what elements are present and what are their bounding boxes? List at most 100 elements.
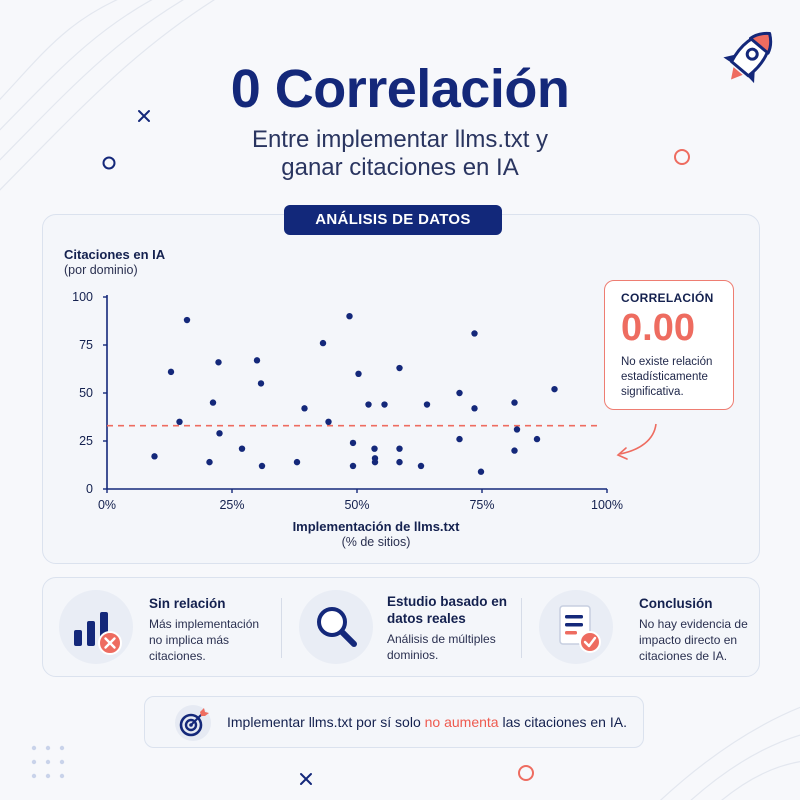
- data-point: [349, 462, 357, 470]
- data-point: [151, 453, 158, 460]
- data-point: [325, 418, 332, 425]
- divider: [281, 598, 282, 658]
- data-point: [253, 357, 261, 364]
- data-point: [471, 405, 478, 412]
- conclusion-highlight: no aumenta: [424, 714, 499, 730]
- info-title: Conclusión: [639, 596, 713, 611]
- document-check-icon: [559, 605, 601, 653]
- info-item-conclusion: Conclusión No hay evidencia de impacto d…: [523, 578, 761, 678]
- data-point: [355, 370, 362, 377]
- data-point: [257, 380, 265, 387]
- data-point: [371, 445, 378, 452]
- x-tick-label: 25%: [219, 498, 244, 512]
- x-tick-label: 75%: [469, 498, 494, 512]
- conclusion-text-part: Implementar llms.txt por sí solo: [227, 714, 425, 730]
- y-axis-title: Citaciones en IA: [64, 247, 166, 262]
- x-tick-label: 50%: [344, 498, 369, 512]
- data-point: [319, 339, 327, 347]
- circle-decoration: [102, 156, 116, 170]
- bar-chart-x-icon: [74, 612, 122, 655]
- callout-arrow: [619, 423, 657, 455]
- data-point: [216, 430, 223, 437]
- data-point: [183, 316, 191, 324]
- correlation-text-line: estadísticamente: [621, 371, 708, 383]
- conclusion-text: Implementar llms.txt por sí solo no aume…: [227, 714, 627, 730]
- data-point: [423, 401, 431, 408]
- data-point: [206, 458, 213, 466]
- divider: [521, 598, 522, 658]
- data-point: [301, 405, 308, 412]
- correlation-text-line: No existe relación: [621, 356, 713, 368]
- info-description-line: Análisis de múltiples: [387, 632, 496, 646]
- data-point: [365, 401, 372, 408]
- data-points: [151, 313, 558, 475]
- data-point: [381, 401, 388, 408]
- info-description-line: No hay evidencia de: [639, 617, 748, 631]
- y-tick-label: 100: [72, 290, 93, 304]
- x-mark-decoration: [138, 110, 150, 122]
- data-point: [511, 399, 518, 406]
- section-badge: ANÁLISIS DE DATOS: [284, 205, 502, 235]
- subtitle-line: Entre implementar llms.txt y: [251, 126, 549, 153]
- info-title-line: datos reales: [387, 611, 466, 626]
- subtitle-line: ganar citaciones en IA: [281, 154, 519, 181]
- correlation-box: CORRELACIÓN 0.00 No existe relación esta…: [604, 280, 734, 410]
- circle-decoration: [674, 149, 690, 165]
- data-point: [417, 462, 425, 470]
- info-description: Análisis de múltiples dominios.: [387, 631, 496, 663]
- x-axis-title: Implementación de llms.txt: [293, 519, 461, 534]
- y-tick-label: 25: [79, 434, 93, 448]
- chart-axes: [103, 295, 608, 493]
- rocket-icon: [723, 31, 773, 84]
- data-point: [551, 385, 558, 393]
- data-point: [396, 364, 403, 372]
- data-point: [513, 426, 521, 433]
- data-point: [371, 458, 379, 466]
- x-tick-label: 0%: [98, 498, 116, 512]
- info-title: Sin relación: [149, 596, 226, 611]
- correlation-text-line: significativa.: [621, 386, 684, 398]
- y-tick-label: 0: [86, 482, 93, 496]
- y-axis-subtitle: (por dominio): [64, 263, 138, 277]
- data-point: [209, 399, 217, 406]
- data-point: [176, 418, 183, 425]
- info-description-line: impacto directo en: [639, 633, 738, 647]
- data-point: [533, 435, 541, 443]
- data-point: [477, 468, 485, 475]
- conclusion-bar: Implementar llms.txt por sí solo no aume…: [144, 696, 644, 748]
- page-subtitle: Entre implementar llms.txt y ganar citac…: [0, 126, 800, 182]
- data-point: [471, 330, 478, 337]
- info-title-line: Estudio basado en: [387, 594, 508, 609]
- y-tick-label: 50: [79, 386, 93, 400]
- info-description-line: Más implementación: [149, 617, 260, 631]
- correlation-text: No existe relación estadísticamente sign…: [621, 355, 725, 400]
- conclusion-text-part: las citaciones en IA.: [498, 714, 627, 730]
- icon-circle: [59, 590, 133, 664]
- info-title: Estudio basado en datos reales: [387, 593, 507, 627]
- circle-decoration: [518, 765, 534, 781]
- data-point: [238, 445, 246, 452]
- page-title: 0 Correlación: [230, 59, 570, 119]
- info-description-line: citaciones.: [149, 649, 206, 663]
- y-tick-label: 75: [79, 338, 93, 352]
- tick-labels: 0 25 50 75 100 0% 25% 50% 75% 100%: [72, 290, 623, 512]
- correlation-label: CORRELACIÓN: [621, 291, 714, 305]
- data-point: [215, 359, 222, 366]
- info-card: Sin relación Más implementación no impli…: [42, 577, 760, 677]
- info-description-line: dominios.: [387, 648, 439, 662]
- magnifier-icon: [317, 607, 357, 647]
- info-description: No hay evidencia de impacto directo en c…: [639, 616, 748, 664]
- correlation-value: 0.00: [621, 307, 695, 349]
- data-point: [167, 368, 175, 376]
- callout-arrow-head: [616, 447, 628, 460]
- data-point: [456, 435, 463, 443]
- x-mark-decoration: [300, 773, 312, 785]
- info-description-line: citaciones de IA.: [639, 649, 728, 663]
- x-tick-label: 100%: [591, 498, 623, 512]
- x-axis-subtitle: (% de sitios): [342, 535, 411, 549]
- dot-grid-decoration: [31, 745, 65, 779]
- info-description-line: no implica más: [149, 633, 230, 647]
- data-point: [293, 458, 301, 466]
- data-point: [349, 439, 357, 447]
- info-item-real-data: Estudio basado en datos reales Análisis …: [283, 578, 523, 678]
